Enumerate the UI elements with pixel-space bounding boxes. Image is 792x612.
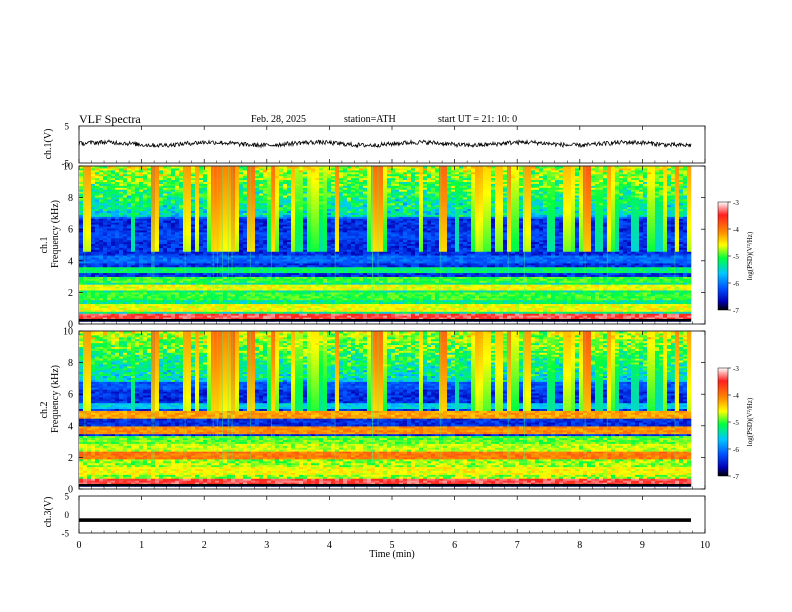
ch1-spec-ylabel-freq: Frequency (kHz) — [50, 200, 61, 268]
x-tick-label: 7 — [515, 540, 520, 551]
x-axis-label: Time (min) — [369, 549, 414, 560]
colorbar-tick-label: -3 — [733, 365, 739, 373]
colorbar-tick-label: -6 — [733, 446, 739, 454]
ch3-waveform — [79, 518, 691, 522]
colorbar-tick-label: -6 — [733, 280, 739, 288]
x-tick-label: 6 — [452, 540, 457, 551]
y-tick-label: 8 — [68, 358, 73, 369]
colorbar-tick-label: -7 — [733, 473, 739, 481]
y-tick-label: 8 — [68, 193, 73, 204]
y-tick-label: 4 — [68, 421, 73, 432]
colorbar-tick-label: -4 — [733, 392, 739, 400]
ch1-waveform — [79, 140, 691, 147]
colorbar-tick-label: -5 — [733, 419, 739, 427]
x-tick-label: 10 — [700, 540, 710, 551]
y-tick-label: 5 — [65, 492, 70, 502]
ch2-spec-ylabel-freq: Frequency (kHz) — [50, 365, 61, 433]
colorbar-ticks: -3 -4 -5 -6 -7 -3 -4 -5 -6 -7 — [728, 199, 739, 481]
ch1-spec-ylabel-channel: ch.1 — [39, 237, 50, 254]
colorbar-tick-label: -5 — [733, 253, 739, 261]
ch2-spec-ylabel-channel: ch.2 — [39, 402, 50, 419]
vlf-spectra-figure: 0 1 2 3 4 5 6 7 8 9 10024681002468105-550-5 ch.1(V… — [0, 0, 792, 612]
y-tick-label: 5 — [65, 122, 70, 132]
y-tick-label: 2 — [68, 453, 73, 464]
ch2-spectrogram — [79, 332, 691, 487]
x-tick-label: 0 — [77, 540, 82, 551]
ch1-colorbar — [718, 202, 728, 310]
y-tick-label: 2 — [68, 288, 73, 299]
x-tick-label: 1 — [139, 540, 144, 551]
colorbar-tick-label: -4 — [733, 226, 739, 234]
x-tick-label: 4 — [327, 540, 332, 551]
y-tick-label: 4 — [68, 256, 73, 267]
y-tick-label: 6 — [68, 225, 73, 236]
ch3-ylabel: ch.3(V) — [43, 497, 54, 528]
colorbar-tick-label: -3 — [733, 199, 739, 207]
ch2-colorbar — [718, 368, 728, 476]
ch3-waveform-frame — [79, 496, 705, 533]
y-tick-label: 10 — [63, 327, 73, 338]
x-tick-label: 8 — [577, 540, 582, 551]
ch1-colorbar-label: log(PSD)(V²/Hz) — [746, 231, 754, 280]
x-tick-label: 9 — [640, 540, 645, 551]
ch2-colorbar-label: log(PSD)(V²/Hz) — [746, 397, 754, 446]
y-tick-label: -5 — [62, 529, 70, 539]
colorbar-tick-label: -7 — [733, 307, 739, 315]
y-tick-label: -5 — [62, 159, 70, 169]
ch1-ylabel: ch.1(V) — [43, 129, 54, 160]
y-tick-label: 0 — [65, 510, 70, 520]
ch1-spectrogram — [79, 167, 691, 322]
y-tick-label: 6 — [68, 390, 73, 401]
x-tick-label: 3 — [264, 540, 269, 551]
x-tick-label: 2 — [202, 540, 207, 551]
